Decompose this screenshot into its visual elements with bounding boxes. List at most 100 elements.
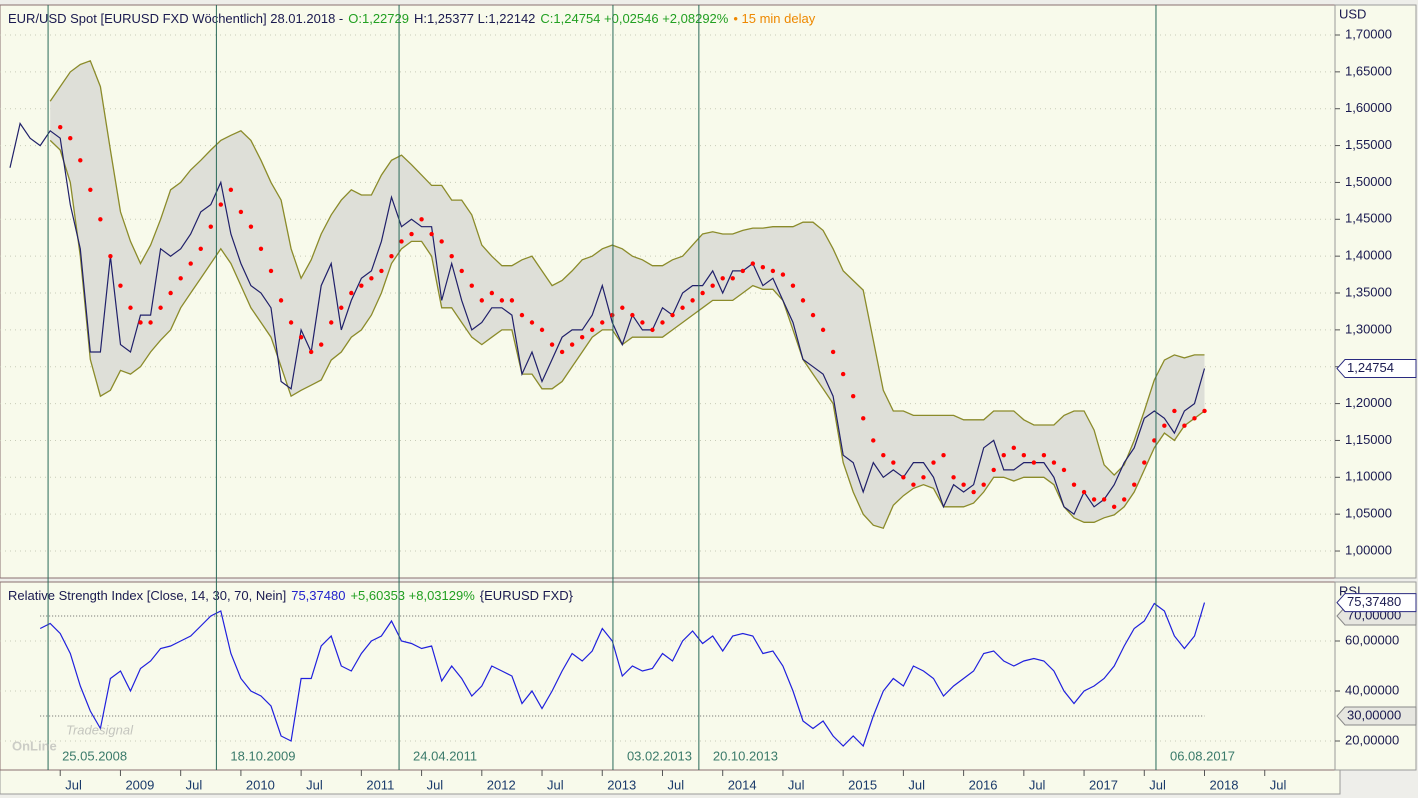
sar-dot bbox=[409, 231, 414, 237]
y-tick-label: 1,20000 bbox=[1345, 395, 1392, 410]
sar-dot bbox=[469, 283, 474, 288]
sar-dot bbox=[429, 231, 434, 237]
header-segment: +5,60353 +8,03129% bbox=[350, 588, 475, 603]
sar-dot bbox=[961, 482, 966, 487]
event-label: 03.02.2013 bbox=[627, 748, 692, 763]
event-label: 24.04.2011 bbox=[413, 748, 477, 763]
x-tick-label: Jul bbox=[667, 777, 684, 792]
sar-dot bbox=[760, 265, 766, 270]
watermark: Tradesignal OnLine bbox=[12, 722, 134, 753]
sar-dot bbox=[590, 327, 595, 333]
sar-dot bbox=[1041, 452, 1047, 458]
last-value-box bbox=[1336, 593, 1417, 613]
sar-dot bbox=[148, 320, 153, 325]
sar-dot bbox=[1192, 416, 1197, 421]
sar-dot bbox=[790, 283, 796, 288]
watermark-name: OnLine bbox=[12, 738, 57, 753]
sar-dot bbox=[58, 124, 63, 130]
y-tick-label: 1,55000 bbox=[1345, 137, 1392, 152]
panel-header: Relative Strength Index [Close, 14, 30, … bbox=[8, 588, 574, 603]
sar-dot bbox=[399, 239, 404, 244]
x-tick-label: Jul bbox=[1149, 777, 1166, 792]
sar-dot bbox=[138, 320, 143, 325]
level-box bbox=[1336, 706, 1417, 726]
sar-dot bbox=[308, 349, 314, 355]
sar-dot bbox=[820, 327, 826, 333]
y-tick-label: 60,00000 bbox=[1345, 632, 1399, 647]
sar-dot bbox=[730, 276, 735, 281]
sar-dot bbox=[479, 298, 485, 303]
sar-dot bbox=[740, 268, 745, 274]
sar-dot bbox=[670, 312, 675, 318]
series-line bbox=[9, 122, 1206, 516]
sar-dot bbox=[1101, 497, 1107, 502]
y-tick-label: 1,65000 bbox=[1345, 63, 1392, 78]
header-segment: • 15 min delay bbox=[733, 11, 815, 26]
sar-dot bbox=[991, 467, 996, 473]
sar-dot bbox=[680, 305, 685, 310]
sar-dot bbox=[128, 305, 133, 310]
sar-dot bbox=[569, 342, 575, 347]
band-fill bbox=[50, 60, 1205, 529]
sar-dot bbox=[188, 261, 193, 266]
last-value-label: 1,24754 bbox=[1347, 360, 1394, 375]
sar-dot bbox=[1071, 482, 1077, 487]
sar-dot bbox=[198, 246, 203, 251]
x-tick-label: 2014 bbox=[728, 777, 757, 792]
sar-dot bbox=[68, 136, 73, 141]
sar-dot bbox=[690, 298, 695, 303]
x-axis-strip bbox=[0, 769, 1341, 795]
event-label: 18.10.2009 bbox=[230, 748, 295, 763]
sar-dot bbox=[389, 253, 394, 259]
sar-dot bbox=[419, 217, 424, 222]
sar-dot bbox=[1001, 452, 1006, 458]
sar-dot bbox=[108, 253, 113, 259]
sar-dot bbox=[840, 371, 846, 377]
x-tick-label: Jul bbox=[427, 777, 444, 792]
level-label: 30,00000 bbox=[1347, 707, 1401, 722]
y-tick-label: 40,00000 bbox=[1345, 682, 1399, 697]
sar-dot bbox=[319, 342, 324, 347]
sar-dot bbox=[1152, 438, 1157, 443]
sar-dot bbox=[278, 298, 284, 303]
sar-dot bbox=[1182, 423, 1187, 428]
sar-dot bbox=[881, 452, 886, 458]
sar-dot bbox=[720, 276, 725, 281]
sar-dot bbox=[901, 475, 906, 480]
x-tick-label: Jul bbox=[547, 777, 564, 792]
sar-dot bbox=[98, 217, 103, 222]
sar-dot bbox=[941, 452, 946, 458]
sar-dot bbox=[871, 438, 876, 443]
x-tick-label: 2009 bbox=[125, 777, 154, 792]
y-tick-label: 1,60000 bbox=[1345, 100, 1392, 115]
sar-dot bbox=[329, 320, 334, 325]
sar-dot bbox=[298, 335, 304, 340]
x-tick-label: 2011 bbox=[366, 777, 394, 792]
x-tick-label: Jul bbox=[1029, 777, 1046, 792]
sar-dot bbox=[1061, 467, 1067, 473]
band-upper bbox=[49, 59, 1205, 477]
x-tick-label: Jul bbox=[186, 777, 203, 792]
sar-dot bbox=[238, 209, 244, 215]
sar-dot bbox=[1132, 482, 1137, 487]
last-value-box bbox=[1336, 359, 1417, 379]
sar-dot bbox=[850, 394, 856, 399]
sar-dot bbox=[499, 298, 505, 303]
sar-dot bbox=[830, 349, 836, 355]
sar-dot bbox=[700, 290, 705, 296]
sar-dot bbox=[218, 202, 224, 207]
y-tick-label: 1,45000 bbox=[1345, 211, 1392, 226]
header-segment: O:1,22729 bbox=[348, 11, 409, 26]
sar-dot bbox=[911, 482, 916, 487]
sar-dot bbox=[369, 276, 374, 281]
sar-dot bbox=[1122, 497, 1127, 502]
sar-dot bbox=[1051, 460, 1057, 465]
header-segment: 75,37480 bbox=[291, 588, 345, 603]
y-axis-label: USD bbox=[1339, 6, 1366, 21]
sar-dot bbox=[1081, 489, 1087, 495]
header-segment: C:1,24754 +0,02546 +2,08292% bbox=[540, 11, 728, 26]
sar-dot bbox=[710, 283, 715, 288]
x-tick-label: 2010 bbox=[246, 777, 275, 792]
sar-dot bbox=[1142, 460, 1147, 465]
